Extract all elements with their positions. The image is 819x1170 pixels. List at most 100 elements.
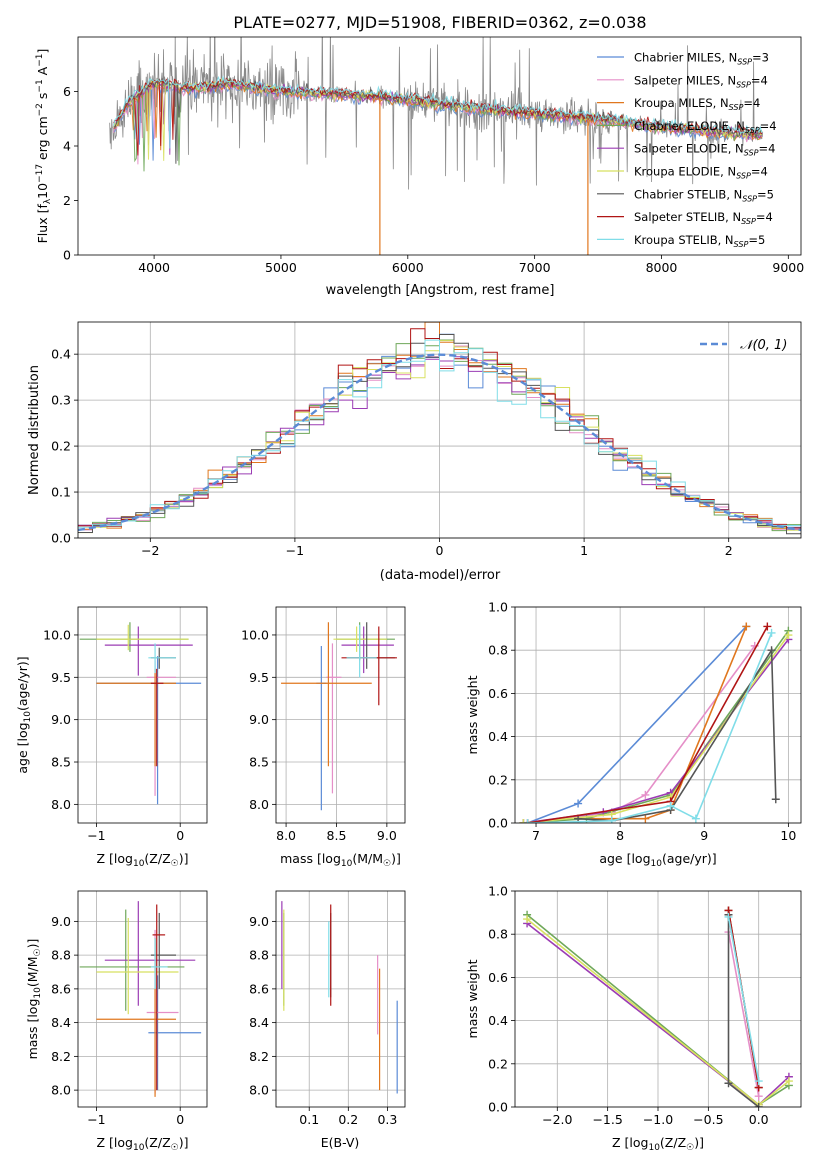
axes-frame-age-vs-mass: 8.0 8.5 9.0 8.0 8.5 9.0 9.5 10.0 mass [log10(M/M…: [241, 606, 406, 869]
normal-reference-curve: [78, 353, 801, 532]
axes-mass-vs-Z: [78, 891, 207, 1107]
weight-marker-kroupa-miles: [641, 814, 650, 823]
weight-marker-kroupa-miles: [742, 622, 751, 631]
y-tick-label: 9.0: [51, 914, 71, 929]
y-tick-label: 8.4: [249, 1015, 269, 1030]
y-tick-label: 0.4: [488, 729, 508, 744]
x-tick-label: 10: [780, 828, 796, 843]
weight-line-chabrier-elodie: [523, 630, 790, 823]
weight-line-salpeter-miles: [527, 645, 756, 823]
weight-marker-kroupa-elodie: [523, 915, 532, 924]
axes-frame: [275, 606, 406, 824]
x-tick-label: 9000: [772, 260, 804, 275]
weight-marker-kroupa-elodie: [519, 819, 528, 823]
plot-area-age-vs-mass: [281, 622, 397, 811]
x-axis-label: Z [log10(Z/Z☉)]: [97, 851, 189, 869]
figure-title: PLATE=0277, MJD=51908, FIBERID=0362, z=0…: [233, 13, 646, 32]
axes-frame-age-vs-Z: −1 0 8.0 8.5 9.0 9.5 10.0 Z [log10(Z/Z☉)] age [l…: [15, 606, 208, 869]
y-tick-label: 8.2: [51, 1049, 71, 1064]
y-tick-label: 0.6: [488, 686, 508, 701]
spectrum-legend: Chabrier MILES, NSSP=3 Salpeter MILES, NS…: [597, 51, 777, 249]
weight-marker-kroupa-stelib: [767, 628, 776, 637]
x-tick-label: 8.5: [327, 828, 347, 843]
x-tick-label: −1: [87, 828, 105, 843]
axes-frame-weight-vs-age: 7 8 9 10 0.0 0.2 0.4 0.6 0.8 1.0 age [log10(age/yr…: [465, 600, 802, 869]
reference-legend-label: 𝒩(0, 1): [740, 338, 787, 353]
y-tick-label: 0.4: [488, 1013, 508, 1028]
axes-spectrum: [109, 37, 764, 255]
legend-label-kroupa-stelib: Kroupa STELIB, NSSP=5: [634, 233, 765, 249]
axes-residuals: [78, 322, 801, 539]
y-tick-label: 8.8: [51, 948, 71, 963]
weight-marker-salpeter-stelib: [763, 622, 772, 631]
y-tick-label: 8.4: [51, 1015, 71, 1030]
x-axis-label: (data-model)/error: [380, 568, 501, 583]
legend-label-chabrier-stelib: Chabrier STELIB, NSSP=5: [634, 187, 774, 203]
model-spectrum-kroupa-stelib: [113, 75, 763, 149]
y-tick-label: 0: [63, 248, 71, 263]
x-tick-label: 9.0: [377, 828, 397, 843]
y-tick-label: 8.5: [249, 755, 269, 770]
y-tick-label: 9.5: [249, 670, 269, 685]
y-tick-label: 4: [63, 139, 71, 154]
y-tick-label: 0.0: [51, 531, 71, 546]
y-axis-label: age [log10(age/yr)]: [15, 656, 33, 773]
weight-marker-kroupa-stelib: [754, 1077, 763, 1086]
weight-line-salpeter-miles: [727, 931, 760, 1097]
y-tick-label: 0.2: [488, 1056, 508, 1071]
weight-marker-chabrier-stelib: [724, 1079, 733, 1088]
y-axis-label: mass [log10(M/M☉)]: [25, 939, 43, 1060]
weight-line-kroupa-miles: [578, 626, 748, 820]
x-tick-label: −1.5: [592, 1112, 622, 1127]
y-axis-label: mass weight: [465, 675, 480, 754]
x-tick-label: 0: [436, 543, 444, 558]
weight-line-kroupa-stelib: [727, 916, 760, 1082]
x-tick-label: −1.0: [643, 1112, 673, 1127]
y-tick-label: 10.0: [43, 627, 71, 642]
weight-marker-chabrier-stelib: [754, 1103, 763, 1107]
x-tick-label: 0.2: [338, 1112, 358, 1127]
x-tick-label: −2.0: [542, 1112, 572, 1127]
x-tick-label: 8.0: [276, 828, 296, 843]
x-axis-label: Z [log10(Z/Z☉)]: [97, 1135, 189, 1153]
x-axis-label: mass [log10(M/M☉)]: [280, 851, 401, 869]
x-tick-label: 0.1: [299, 1112, 319, 1127]
x-axis-label: wavelength [Angstrom, rest frame]: [326, 283, 555, 298]
y-tick-label: 0.3: [51, 393, 71, 408]
y-tick-label: 8.0: [51, 1083, 71, 1098]
y-tick-label: 0.2: [488, 772, 508, 787]
y-tick-label: 9.0: [249, 712, 269, 727]
weight-marker-chabrier-stelib: [771, 795, 780, 804]
legend-label-chabrier-elodie: Chabrier ELODIE, NSSP=4: [634, 119, 777, 135]
y-tick-label: 0.4: [51, 347, 71, 362]
y-axis-label: Normed distribution: [27, 365, 42, 495]
y-tick-label: 8.0: [249, 1083, 269, 1098]
axes-age-vs-Z: [78, 607, 207, 823]
y-tick-label: 8.0: [249, 797, 269, 812]
y-tick-label: 6: [63, 84, 71, 99]
x-tick-label: 6000: [392, 260, 424, 275]
x-tick-label: 0.0: [749, 1112, 769, 1127]
y-tick-label: 8.6: [51, 981, 71, 996]
axes-frame-mass-vs-Z: −1 0 8.0 8.2 8.4 8.6 8.8 9.0 Z [log10(Z/Z☉)] mass…: [25, 890, 208, 1153]
weight-line-salpeter-stelib: [527, 626, 769, 823]
weight-line-salpeter-elodie: [523, 638, 790, 823]
y-tick-label: 0.0: [488, 1100, 508, 1115]
x-tick-label: 0.3: [377, 1112, 397, 1127]
y-tick-label: 10.0: [241, 627, 269, 642]
axes-frame: [514, 606, 802, 824]
x-tick-label: −1: [87, 1112, 105, 1127]
x-tick-label: 5000: [265, 260, 297, 275]
weight-line-kroupa-elodie: [523, 634, 790, 823]
y-axis-label: Flux [fλ10−17 erg cm−2 s−1 A−1]: [35, 49, 53, 244]
legend-label-kroupa-elodie: Kroupa ELODIE, NSSP=4: [634, 165, 768, 181]
x-tick-label: 2: [725, 543, 733, 558]
y-tick-label: 8.6: [249, 981, 269, 996]
weight-marker-kroupa-elodie: [784, 1077, 793, 1086]
y-tick-label: 9.0: [249, 914, 269, 929]
axes-weight-vs-age: [515, 606, 801, 824]
plot-area-residuals: [78, 322, 801, 535]
x-axis-label: Z [log10(Z/Z☉)]: [612, 1135, 704, 1153]
plot-area-spectrum: [109, 37, 764, 255]
